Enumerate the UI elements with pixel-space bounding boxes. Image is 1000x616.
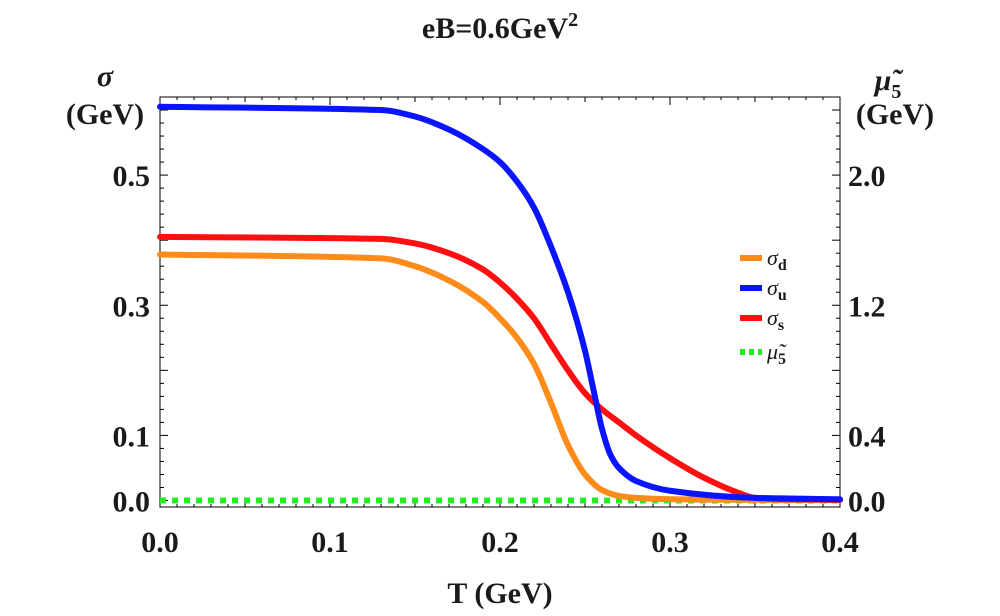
- chart-title-text: eB=0.6GeV: [422, 12, 569, 45]
- x-tick-label: 0.4: [821, 526, 859, 559]
- legend-symbol: σ: [767, 275, 779, 300]
- legend-symbol: σ: [767, 305, 779, 330]
- y-right-tick-label: 1.2: [848, 290, 886, 323]
- x-tick-label: 0.1: [311, 526, 349, 559]
- x-tick-label: 0.3: [651, 526, 689, 559]
- legend-subscript: d: [778, 257, 787, 274]
- y-right-tick-label: 0.0: [848, 485, 886, 518]
- x-tick-label: 0.2: [481, 526, 519, 559]
- y-right-tick-label: 2.0: [848, 160, 886, 193]
- x-axis-title: T (GeV): [447, 577, 552, 610]
- legend-label-5: μ̃5: [766, 339, 787, 368]
- series-lines: [157, 103, 843, 504]
- legend-subscript: u: [778, 287, 787, 304]
- series-line-s: [157, 233, 843, 503]
- chart-title-superscript: 2: [568, 9, 578, 31]
- legend-subscript: s: [778, 317, 784, 334]
- y-left-tick-label: 0.5: [113, 160, 151, 193]
- right-axis-unit: (GeV): [856, 98, 934, 131]
- left-axis-unit: (GeV): [66, 98, 144, 131]
- left-axis-symbol: σ: [97, 60, 114, 93]
- legend-subscript: 5: [778, 351, 786, 368]
- legend-label-u: σu: [767, 275, 787, 304]
- chart-title: eB=0.6GeV2: [422, 9, 578, 45]
- y-left-tick-label: 0.3: [113, 290, 151, 323]
- right-axis-subscript: 5: [891, 81, 901, 103]
- y-left-tick-label: 0.1: [113, 420, 151, 453]
- legend-symbol: σ: [767, 245, 779, 270]
- y-right-tick-label: 0.4: [848, 420, 886, 453]
- tick-labels: 0.0 0.1 0.2 0.3 0.4 0.0 0.1 0.3 0.5 0.0 0.4 1.2 2.0: [113, 160, 886, 559]
- series-line-d: [157, 251, 843, 503]
- legend-label-s: σs: [767, 305, 784, 334]
- series-line-u: [157, 103, 843, 503]
- x-tick-label: 0.0: [141, 526, 179, 559]
- y-left-tick-label: 0.0: [113, 485, 151, 518]
- legend-label-d: σd: [767, 245, 787, 274]
